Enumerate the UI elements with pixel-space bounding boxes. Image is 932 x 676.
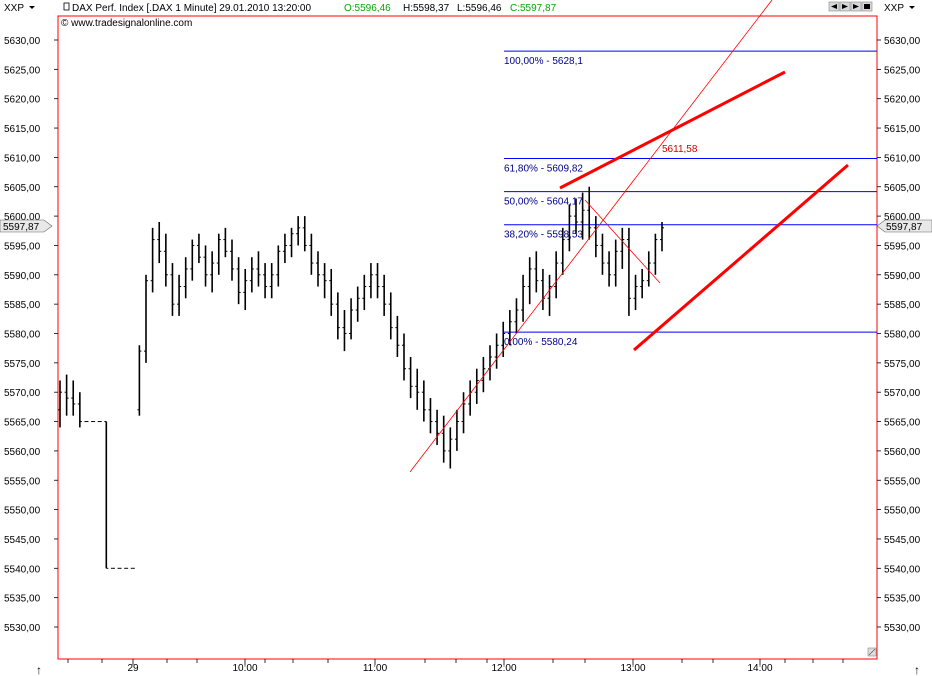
- y-tick-label-right: 5580,00: [884, 330, 921, 341]
- y-tick-label-right: 5605,00: [884, 183, 921, 194]
- ohlc-high: H:5598,37: [403, 3, 450, 14]
- upper-trendline-thick: [559, 70, 786, 190]
- y-tick-label-right: 5575,00: [884, 359, 921, 370]
- fib-level-label: 61,80% - 5609,82: [504, 163, 583, 174]
- last-price-left: 5597,87: [0, 219, 53, 233]
- uptrend-channel-thin: [409, 0, 773, 473]
- y-tick-label-right: 5555,00: [884, 476, 921, 487]
- x-tick-label: 10:00: [232, 663, 257, 674]
- fib-level-label: 50,00% - 5604,17: [504, 197, 583, 208]
- last-price-left-box: [0, 219, 53, 233]
- y-tick-label-left: 5615,00: [4, 124, 41, 135]
- copyright-text: © www.tradesignalonline.com: [61, 18, 192, 29]
- x-tick-label: 12:00: [491, 663, 516, 674]
- toolbar: XXP DAX Perf. Index [.DAX 1 Minute] 29.0…: [4, 1, 915, 29]
- y-tick-label-right: 5530,00: [884, 623, 921, 634]
- y-tick-label-left: 5530,00: [4, 623, 41, 634]
- y-tick-label-right: 5625,00: [884, 65, 921, 76]
- x-tick-label: 11:00: [363, 663, 388, 674]
- y-tick-label-left: 5585,00: [4, 300, 41, 311]
- left-dropdown-chevron-icon[interactable]: [29, 6, 35, 9]
- y-tick-label-right: 5565,00: [884, 418, 921, 429]
- last-price-right-text: 5597,87: [886, 222, 923, 233]
- y-tick-label-left: 5565,00: [4, 418, 41, 429]
- y-tick-label-left: 5570,00: [4, 388, 41, 399]
- scroll-last-icon: [864, 4, 870, 9]
- y-tick-label-right: 5585,00: [884, 300, 921, 311]
- scroll-left-icon: [842, 4, 848, 9]
- y-tick-label-right: 5615,00: [884, 124, 921, 135]
- scroll-first-icon: [831, 4, 837, 9]
- trendlines: [409, 0, 849, 473]
- y-tick-label-right: 5560,00: [884, 447, 921, 458]
- left-axis-arrow-icon[interactable]: ↑: [36, 663, 42, 676]
- downtrend-line-thin: [584, 199, 661, 284]
- y-tick-label-left: 5595,00: [4, 241, 41, 252]
- y-tick-label-right: 5620,00: [884, 95, 921, 106]
- annotation-label: 5611,58: [662, 144, 698, 155]
- y-tick-label-left: 5625,00: [4, 65, 41, 76]
- y-tick-label-left: 5590,00: [4, 271, 41, 282]
- last-price-left-text: 5597,87: [3, 222, 40, 233]
- fib-level-label: 0,00% - 5580,24: [504, 337, 578, 348]
- right-axis-arrow-icon[interactable]: ↑: [914, 663, 920, 676]
- y-tick-label-right: 5630,00: [884, 36, 921, 47]
- lower-trendline-thick: [633, 163, 849, 352]
- resize-grip-line: [868, 648, 876, 656]
- x-tick-label: 29: [127, 663, 139, 674]
- left-dropdown-label[interactable]: XXP: [4, 3, 24, 14]
- right-dropdown-label[interactable]: XXP: [884, 3, 904, 14]
- scroll-right-icon: [853, 4, 859, 9]
- plot-frame: [57, 15, 878, 660]
- y-tick-label-left: 5580,00: [4, 330, 41, 341]
- y-tick-label-right: 5570,00: [884, 388, 921, 399]
- x-tick-label: 14:00: [747, 663, 772, 674]
- y-tick-label-left: 5545,00: [4, 535, 41, 546]
- y-tick-label-right: 5545,00: [884, 535, 921, 546]
- y-tick-label-left: 5600,00: [4, 212, 41, 223]
- price-bars: [58, 186, 664, 569]
- y-tick-label-right: 5610,00: [884, 153, 921, 164]
- y-tick-label-left: 5555,00: [4, 476, 41, 487]
- fib-level-label: 100,00% - 5628,1: [504, 56, 583, 67]
- y-tick-label-left: 5620,00: [4, 95, 41, 106]
- y-axis-right: 5630,00 5625,00 5620,00 5615,00 5610,00 5605,…: [877, 36, 921, 634]
- y-tick-label-right: 5535,00: [884, 594, 921, 605]
- y-tick-label-left: 5610,00: [4, 153, 41, 164]
- y-tick-label-left: 5550,00: [4, 506, 41, 517]
- x-axis: 29 10:00 11:00 12:00 13:00 14:00: [67, 659, 844, 674]
- last-price-right: 5597,87: [876, 219, 932, 233]
- y-tick-label-left: 5630,00: [4, 36, 41, 47]
- fibonacci-levels: 100,00% - 5628,1 61,80% - 5609,82 50,00% -…: [504, 50, 877, 348]
- y-tick-label-left: 5605,00: [4, 183, 41, 194]
- scroll-controls[interactable]: [828, 1, 873, 12]
- ohlc-close: C:5597,87: [510, 3, 557, 14]
- header-title: DAX Perf. Index [.DAX 1 Minute] 29.01.20…: [72, 3, 311, 14]
- symbol-box-icon: [63, 2, 70, 11]
- x-tick-label: 13:00: [620, 663, 645, 674]
- y-tick-label-left: 5575,00: [4, 359, 41, 370]
- last-price-right-box: [876, 219, 932, 233]
- y-tick-label-right: 5550,00: [884, 506, 921, 517]
- y-tick-label-left: 5560,00: [4, 447, 41, 458]
- ohlc-low: L:5596,46: [457, 3, 502, 14]
- y-tick-label-left: 5540,00: [4, 564, 41, 575]
- y-tick-label-right: 5590,00: [884, 271, 921, 282]
- ohlc-open: O:5596,46: [344, 3, 391, 14]
- y-tick-label-right: 5600,00: [884, 212, 921, 223]
- right-dropdown-chevron-icon[interactable]: [909, 6, 915, 9]
- y-tick-label-left: 5535,00: [4, 594, 41, 605]
- y-tick-label-right: 5540,00: [884, 564, 921, 575]
- fib-level-label: 38,20% - 5598,53: [504, 230, 583, 241]
- y-tick-label-right: 5595,00: [884, 241, 921, 252]
- y-axis-left: 5630,00 5625,00 5620,00 5615,00 5610,00 5605,…: [4, 36, 58, 634]
